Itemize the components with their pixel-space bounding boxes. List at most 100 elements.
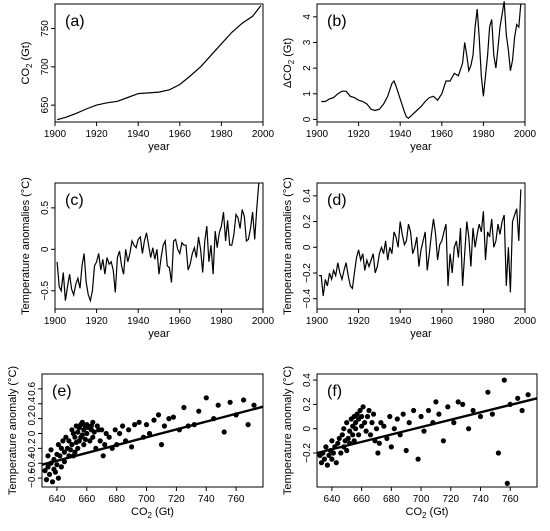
scatter-point xyxy=(501,377,507,383)
scatter-point xyxy=(326,452,332,458)
scatter-point xyxy=(215,402,221,408)
scatter-point xyxy=(103,430,109,437)
y-tick-label: 3 xyxy=(302,39,313,45)
scatter-point xyxy=(362,420,368,426)
y-tick-label: 0.2 xyxy=(302,397,313,411)
scatter-point xyxy=(75,429,81,435)
scatter-point xyxy=(132,422,138,428)
panel-a: 1900 1920 1940 1960 1980 2000 650 700 750 year CO2… xyxy=(20,3,275,153)
y-axis-label: Temperature anomalies (°C) xyxy=(20,177,32,315)
scatter-point xyxy=(477,413,484,420)
panel-label: (d) xyxy=(327,192,347,209)
plot-frame xyxy=(41,373,264,488)
scatter-point xyxy=(170,414,176,420)
scatter-point xyxy=(318,460,325,466)
scatter-point xyxy=(52,469,59,475)
scatter-point xyxy=(58,445,64,451)
scatter-point xyxy=(363,428,369,434)
x-axis-label: year xyxy=(410,328,432,340)
x-tick-label: 660 xyxy=(353,494,370,505)
x-tick-label: 680 xyxy=(383,494,400,505)
scatter-point xyxy=(155,412,162,418)
scatter-point xyxy=(106,434,112,440)
scatter-point xyxy=(519,407,525,414)
y-tick-label: −0.4 xyxy=(302,288,313,308)
y-tick-label: 0.2 xyxy=(27,411,38,425)
scatter-point xyxy=(330,450,336,456)
x-tick-label: 1940 xyxy=(389,316,412,327)
scatter-point xyxy=(63,434,69,440)
x-tick-label: 1920 xyxy=(347,129,370,140)
scatter-point xyxy=(57,453,63,459)
y-tick-label: 650 xyxy=(40,96,51,113)
scatter-point xyxy=(344,447,350,454)
scatter-point xyxy=(196,408,202,414)
scatter-point xyxy=(91,429,97,435)
scatter-point xyxy=(359,413,365,420)
y-tick-label: 0 xyxy=(302,425,313,431)
scatter-point xyxy=(102,442,108,448)
scatter-point xyxy=(345,435,351,441)
y-tick-label: −0.5 xyxy=(40,280,51,300)
scatter-point xyxy=(158,442,165,448)
scatter-point xyxy=(350,432,356,438)
x-axis-label: year xyxy=(410,141,432,153)
scatter-point xyxy=(338,450,344,456)
x-tick-label: 760 xyxy=(502,494,519,505)
x-tick-label: 1920 xyxy=(347,316,370,327)
scatter-point xyxy=(84,430,90,437)
scatter-point xyxy=(61,449,67,455)
scatter-point xyxy=(221,429,227,435)
scatter-point xyxy=(356,432,362,438)
x-axis-label: year xyxy=(148,328,170,340)
scatter-point xyxy=(415,456,421,462)
x-tick-label: 700 xyxy=(138,494,155,505)
scatter-point xyxy=(329,456,335,462)
scatter-point xyxy=(391,426,397,432)
scatter-point xyxy=(351,438,357,444)
y-tick-label: −0.2 xyxy=(302,443,313,463)
scatter-point xyxy=(251,402,257,408)
x-tick-label: 2000 xyxy=(514,129,537,140)
scatter-point xyxy=(79,419,85,425)
scatter-point xyxy=(347,428,353,434)
scatter-point xyxy=(525,392,531,398)
scatter-point xyxy=(166,416,172,422)
scatter-point xyxy=(341,426,347,432)
scatter-point xyxy=(387,413,393,420)
x-tick-label: 1900 xyxy=(306,316,329,327)
x-tick-label: 1980 xyxy=(472,316,495,327)
scatter-point xyxy=(55,475,62,481)
scatter-point xyxy=(146,430,153,437)
plot-frame xyxy=(316,3,526,123)
x-tick-label: 1960 xyxy=(431,316,454,327)
scatter-point xyxy=(72,434,78,440)
scatter-point xyxy=(45,464,51,470)
scatter-point xyxy=(440,438,446,444)
scatter-point xyxy=(72,449,78,455)
scatter-point xyxy=(117,430,123,437)
scatter-point xyxy=(445,404,451,410)
x-tick-label: 640 xyxy=(324,494,341,505)
scatter-point xyxy=(495,450,501,456)
y-tick-label: 0.4 xyxy=(302,188,313,202)
series-line xyxy=(321,1,522,119)
scatter-point xyxy=(329,438,335,444)
panel-b: 1900 1920 1940 1960 1980 2000 0 1 2 3 4 year ΔCO2 (G… xyxy=(282,1,537,153)
y-tick-label: 0 xyxy=(302,116,313,122)
x-tick-label: 1900 xyxy=(44,316,67,327)
series-line xyxy=(56,5,262,121)
panel-label: (e) xyxy=(52,383,72,400)
scatter-point xyxy=(460,401,466,407)
y-tick-label: 0.4 xyxy=(302,373,313,387)
scatter-point xyxy=(58,464,64,470)
plot-frame xyxy=(316,373,538,488)
scatter-point xyxy=(126,427,132,433)
scatter-point xyxy=(324,462,330,468)
scatter-point xyxy=(466,426,472,432)
scatter-point xyxy=(369,420,375,426)
x-tick-label: 1960 xyxy=(169,129,192,140)
scatter-point xyxy=(421,428,427,434)
scatter-point xyxy=(370,411,377,417)
